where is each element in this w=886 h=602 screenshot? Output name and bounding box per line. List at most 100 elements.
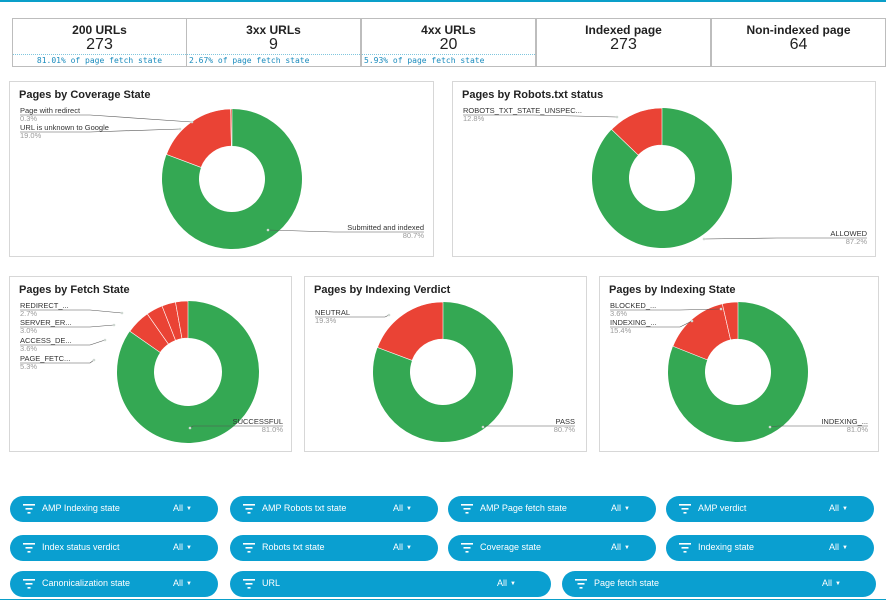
slice-label: INDEXING_...15.4%	[610, 318, 694, 335]
filter-control-index-status-verdict[interactable]: Index status verdict All ▼	[10, 535, 218, 561]
filter-label: Coverage state	[480, 542, 542, 552]
chart-panel-indexing-state: Pages by Indexing State INDEXING_... 81.0…	[599, 276, 879, 452]
slice-percent-text: 81.0%	[847, 425, 869, 434]
filter-icon	[23, 504, 35, 514]
chart-title: Pages by Indexing Verdict	[314, 284, 451, 296]
donut-slice-allowed[interactable]	[592, 108, 732, 249]
slice-percent-text: 87.2%	[846, 237, 868, 246]
leader-line	[267, 229, 335, 233]
slice-percent-text: 3.6%	[20, 344, 37, 353]
dropdown-caret-icon: ▼	[186, 506, 192, 512]
slice-label: INDEXING_...81.0%	[768, 417, 869, 434]
donut-slice-successful[interactable]	[116, 301, 259, 443]
donut-slice-submitted-and-indexed[interactable]	[162, 109, 303, 249]
kpi-title: Indexed page	[585, 23, 662, 37]
dropdown-caret-icon: ▼	[406, 506, 412, 512]
filter-value-dropdown[interactable]: All ▼	[611, 542, 630, 552]
slice-label: PAGE_FETC...5.3%	[20, 354, 96, 371]
filter-control-robots-txt-state[interactable]: Robots txt state All ▼	[230, 535, 438, 561]
filter-icon	[243, 543, 255, 553]
filter-value-dropdown[interactable]: All ▼	[173, 578, 192, 588]
dropdown-caret-icon: ▼	[835, 581, 841, 587]
filter-value-dropdown[interactable]: All ▼	[173, 503, 192, 513]
leader-dot	[768, 425, 772, 429]
filter-value: All	[611, 503, 622, 513]
leader-line	[89, 114, 193, 123]
kpi-subtext: 81.01% of page fetch state	[13, 54, 186, 66]
filter-control-amp-robots-txt-state[interactable]: AMP Robots txt state All ▼	[230, 496, 438, 522]
filter-control-indexing-state[interactable]: Indexing state All ▼	[666, 535, 874, 561]
leader-line	[679, 308, 722, 311]
slice-label-text: REDIRECT_...	[20, 301, 69, 310]
slice-label-text: Page with redirect	[20, 106, 81, 115]
filter-value: All	[822, 578, 833, 588]
filter-control-canonicalization-state[interactable]: Canonicalization state All ▼	[10, 571, 218, 597]
donut-slice-pass[interactable]	[373, 302, 513, 442]
leader-line	[769, 425, 779, 428]
slice-percent-text: 80.7%	[403, 231, 425, 240]
leader-dot	[190, 120, 194, 124]
donut-slice-redirect[interactable]	[175, 300, 189, 339]
leader-line	[532, 114, 618, 118]
donut-slice-robots-txt-state-unspecified[interactable]	[611, 107, 663, 156]
filter-value: All	[829, 542, 840, 552]
slice-label-text: ALLOWED	[830, 229, 867, 238]
slice-label-text: ACCESS_DE...	[20, 336, 72, 345]
filter-value: All	[173, 503, 184, 513]
bottom-accent-line	[0, 599, 886, 600]
filter-icon	[243, 579, 255, 589]
dropdown-caret-icon: ▼	[406, 545, 412, 551]
dropdown-caret-icon: ▼	[510, 581, 516, 587]
leader-dot	[719, 307, 723, 311]
leader-line	[89, 309, 123, 314]
slice-percent-text: 15.4%	[610, 326, 632, 335]
donut-chart-fetch-state: SUCCESSFUL81.0%PAGE_FETC...5.3%ACCESS_DE…	[20, 300, 283, 443]
filter-value-dropdown[interactable]: All ▼	[822, 578, 841, 588]
filter-value: All	[173, 578, 184, 588]
slice-percent-text: 3.6%	[610, 309, 627, 318]
filter-control-url[interactable]: URL All ▼	[230, 571, 551, 597]
dropdown-caret-icon: ▼	[186, 581, 192, 587]
filter-icon	[243, 504, 255, 514]
kpi-indexed-page: Indexed page 273	[536, 18, 711, 67]
filter-control-amp-verdict[interactable]: AMP verdict All ▼	[666, 496, 874, 522]
filter-control-page-fetch-state[interactable]: Page fetch state All ▼	[562, 571, 876, 597]
filter-icon	[575, 579, 587, 589]
filter-value-dropdown[interactable]: All ▼	[393, 542, 412, 552]
leader-dot	[690, 319, 694, 323]
slice-label: REDIRECT_...2.7%	[20, 301, 124, 318]
slice-label: BLOCKED_...3.6%	[610, 301, 723, 318]
filter-value-dropdown[interactable]: All ▼	[393, 503, 412, 513]
slice-label: SERVER_ER...3.0%	[20, 318, 116, 335]
kpi-value: 9	[269, 36, 278, 53]
slice-label: ACCESS_DE...3.6%	[20, 336, 107, 353]
donut-slice-neutral[interactable]	[377, 301, 444, 361]
dropdown-caret-icon: ▼	[842, 545, 848, 551]
kpi-title: 3xx URLs	[246, 23, 301, 37]
filter-value-dropdown[interactable]: All ▼	[829, 542, 848, 552]
leader-line	[89, 339, 106, 346]
filter-control-amp-page-fetch-state[interactable]: AMP Page fetch state All ▼	[448, 496, 656, 522]
donut-slice-page-with-redirect[interactable]	[230, 108, 233, 147]
donut-slice-blocked[interactable]	[721, 301, 739, 341]
filter-control-coverage-state[interactable]: Coverage state All ▼	[448, 535, 656, 561]
leader-line	[703, 237, 778, 240]
filter-value-dropdown[interactable]: All ▼	[173, 542, 192, 552]
filter-value-dropdown[interactable]: All ▼	[829, 503, 848, 513]
filter-value-dropdown[interactable]: All ▼	[497, 578, 516, 588]
filter-icon	[679, 504, 691, 514]
filter-icon	[461, 543, 473, 553]
filter-value-dropdown[interactable]: All ▼	[611, 503, 630, 513]
slice-percent-text: 2.7%	[20, 309, 37, 318]
leader-dot	[266, 228, 270, 232]
slice-percent-text: 3.0%	[20, 326, 37, 335]
filter-label: Robots txt state	[262, 542, 325, 552]
filter-control-amp-indexing-state[interactable]: AMP Indexing state All ▼	[10, 496, 218, 522]
filter-label: AMP Indexing state	[42, 503, 120, 513]
slice-label-text: Submitted and indexed	[347, 223, 424, 232]
donut-slice-indexing-allowed[interactable]	[668, 302, 808, 442]
